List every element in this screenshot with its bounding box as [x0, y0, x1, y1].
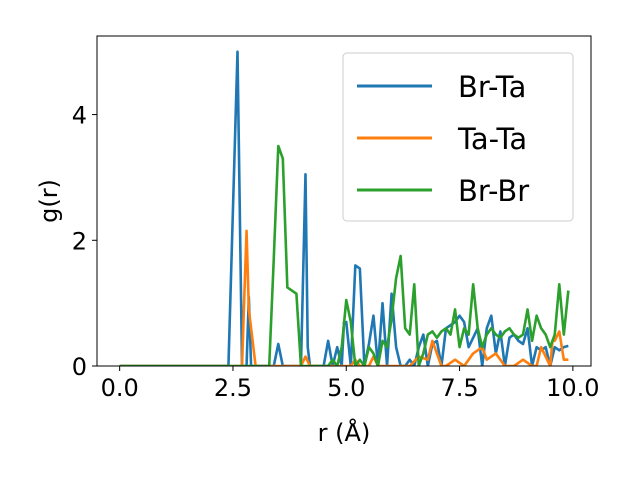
y-tick-label: 2 — [72, 227, 87, 255]
y-tick-label: 0 — [72, 353, 87, 381]
y-axis-label: g(r) — [35, 179, 63, 223]
x-axis-ticks: 0.0 2.5 5.0 7.5 10.0 — [101, 366, 600, 402]
legend-label-br-ta: Br-Ta — [458, 70, 526, 104]
legend-label-ta-ta: Ta-Ta — [457, 122, 527, 156]
x-axis-label: r (Å) — [318, 418, 371, 447]
legend-label-br-br: Br-Br — [458, 174, 529, 208]
legend-box — [342, 52, 574, 222]
x-tick-label: 0.0 — [101, 374, 139, 402]
plot-area-frame — [96, 35, 592, 367]
series-lines — [119, 50, 570, 366]
x-tick-label: 10.0 — [546, 374, 599, 402]
legend: Br-Ta Ta-Ta Br-Br — [342, 52, 574, 222]
x-tick-label: 7.5 — [440, 374, 478, 402]
series-line-br-br — [119, 144, 570, 366]
y-axis-ticks: 0 2 4 — [72, 102, 97, 381]
x-tick-label: 5.0 — [327, 374, 365, 402]
x-tick-label: 2.5 — [214, 374, 252, 402]
series-line-ta-ta — [119, 229, 569, 366]
y-tick-label: 4 — [72, 102, 87, 130]
